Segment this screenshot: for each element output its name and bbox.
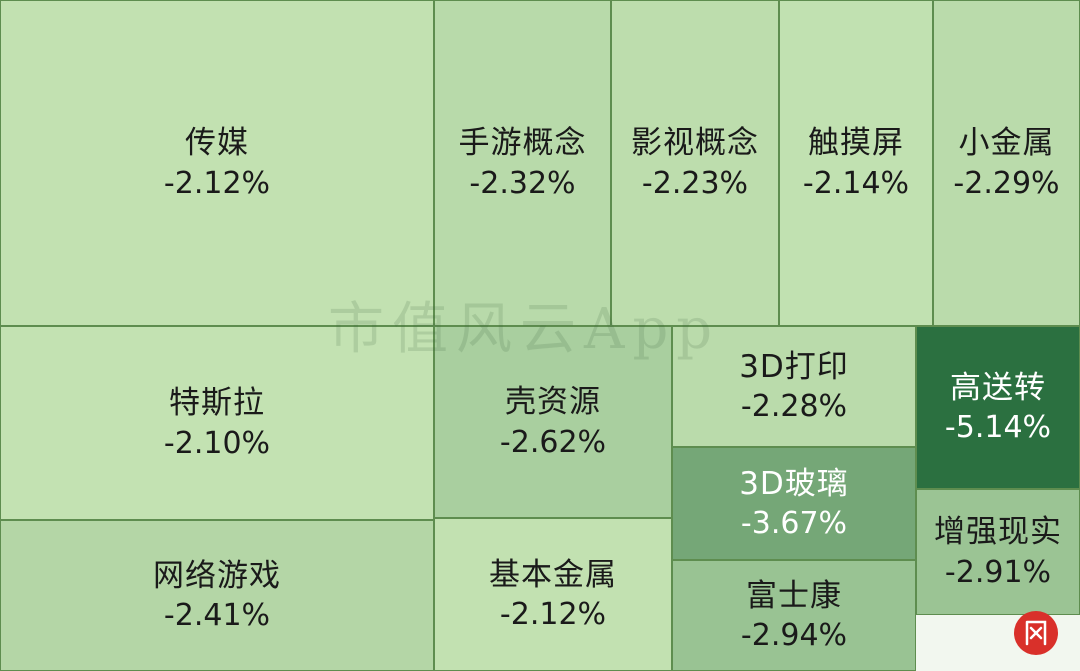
- tile-value: -2.94%: [740, 618, 848, 654]
- tile-value: -2.91%: [944, 554, 1052, 590]
- treemap-tile: 富士康 -2.94%: [672, 560, 916, 671]
- tile-value: -2.62%: [499, 424, 607, 460]
- tile-value: -2.12%: [163, 165, 271, 201]
- treemap-tile: 增强现实 -2.91%: [916, 489, 1080, 615]
- tile-value: -2.23%: [641, 165, 749, 201]
- treemap-tile: 3D玻璃 -3.67%: [672, 447, 916, 560]
- treemap-tile: 手游概念 -2.32%: [434, 0, 611, 326]
- tile-label: 3D玻璃: [739, 465, 849, 502]
- tile-value: -2.10%: [163, 425, 271, 461]
- tile-label: 3D打印: [739, 348, 849, 385]
- tile-label: 小金属: [958, 125, 1055, 162]
- treemap-tile: 高送转 -5.14%: [916, 326, 1080, 489]
- treemap-tile: 基本金属 -2.12%: [434, 518, 672, 671]
- tile-label: 触摸屏: [808, 125, 904, 162]
- tile-value: -2.14%: [802, 165, 910, 201]
- treemap-tile: 影视概念 -2.23%: [611, 0, 779, 326]
- tile-label: 壳资源: [505, 384, 601, 421]
- seal-logo-icon: [1014, 611, 1058, 655]
- tile-label: 影视概念: [631, 125, 759, 162]
- tile-label: 网络游戏: [153, 557, 281, 594]
- tile-label: 手游概念: [458, 125, 587, 162]
- treemap-tile: 壳资源 -2.62%: [434, 326, 672, 518]
- tile-label: 增强现实: [934, 514, 1062, 551]
- treemap-tile: 3D打印 -2.28%: [672, 326, 916, 447]
- tile-value: -2.12%: [499, 597, 607, 633]
- tile-label: 高送转: [950, 369, 1046, 406]
- treemap-tile: 小金属 -2.29%: [933, 0, 1080, 326]
- treemap-tile: 网络游戏 -2.41%: [0, 520, 434, 671]
- seal-glyph-icon: [1025, 620, 1047, 646]
- tile-value: -3.67%: [740, 506, 848, 542]
- tile-value: -2.41%: [163, 598, 271, 634]
- tile-value: -5.14%: [944, 410, 1052, 446]
- tile-value: -2.29%: [953, 165, 1060, 201]
- tile-value: -2.28%: [740, 389, 848, 425]
- tile-label: 富士康: [746, 577, 842, 614]
- tile-value: -2.32%: [469, 165, 576, 201]
- tile-label: 传媒: [185, 125, 249, 162]
- tile-label: 基本金属: [489, 556, 617, 593]
- treemap-tile: 触摸屏 -2.14%: [779, 0, 933, 326]
- treemap-tile: 传媒 -2.12%: [0, 0, 434, 326]
- tile-label: 特斯拉: [169, 385, 265, 422]
- treemap-tile: 特斯拉 -2.10%: [0, 326, 434, 520]
